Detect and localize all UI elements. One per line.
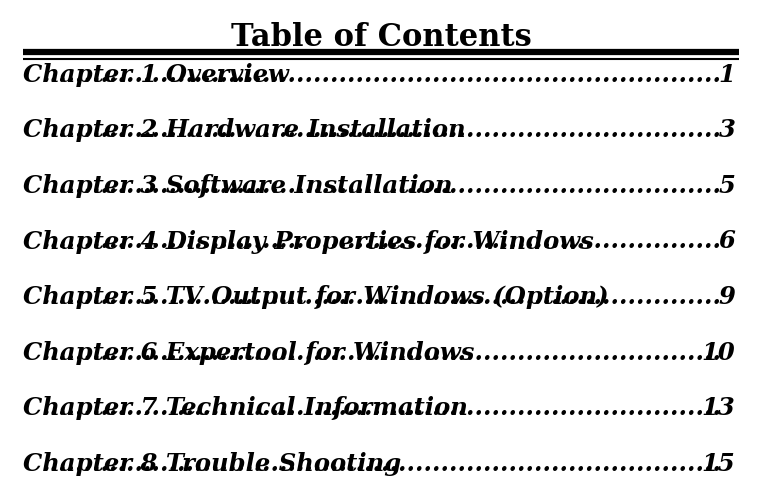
Text: 15: 15: [702, 452, 735, 476]
Text: 13: 13: [702, 396, 735, 420]
Text: 9: 9: [719, 285, 735, 309]
Text: Table of Contents: Table of Contents: [231, 22, 531, 53]
Text: 6: 6: [719, 229, 735, 254]
Text: Chapter 8 Trouble Shooting: Chapter 8 Trouble Shooting: [23, 452, 401, 476]
Text: ................................................................................: ........................................…: [41, 229, 721, 254]
Text: Chapter 3 Software Installation: Chapter 3 Software Installation: [23, 174, 453, 198]
Text: Chapter 4 Display Properties for Windows: Chapter 4 Display Properties for Windows: [23, 229, 594, 254]
Text: 5: 5: [719, 174, 735, 198]
Text: Chapter 1 Overview: Chapter 1 Overview: [23, 63, 289, 87]
Text: Chapter 7 Technical Information: Chapter 7 Technical Information: [23, 396, 468, 420]
Text: ................................................................................: ........................................…: [41, 118, 721, 142]
Text: 3: 3: [719, 118, 735, 142]
Text: 1: 1: [719, 63, 735, 87]
Text: ................................................................................: ........................................…: [41, 452, 721, 476]
Text: ................................................................................: ........................................…: [41, 285, 721, 309]
Text: ................................................................................: ........................................…: [41, 174, 721, 198]
Text: ................................................................................: ........................................…: [41, 341, 721, 365]
Text: ................................................................................: ........................................…: [41, 63, 721, 87]
Text: Chapter 5 TV Output for Windows (Option): Chapter 5 TV Output for Windows (Option): [23, 285, 609, 309]
Text: ................................................................................: ........................................…: [41, 396, 721, 420]
Text: 10: 10: [702, 341, 735, 365]
Text: Chapter 6 Expertool for Windows: Chapter 6 Expertool for Windows: [23, 341, 474, 365]
Text: Chapter 2 Hardware Installation: Chapter 2 Hardware Installation: [23, 118, 466, 142]
